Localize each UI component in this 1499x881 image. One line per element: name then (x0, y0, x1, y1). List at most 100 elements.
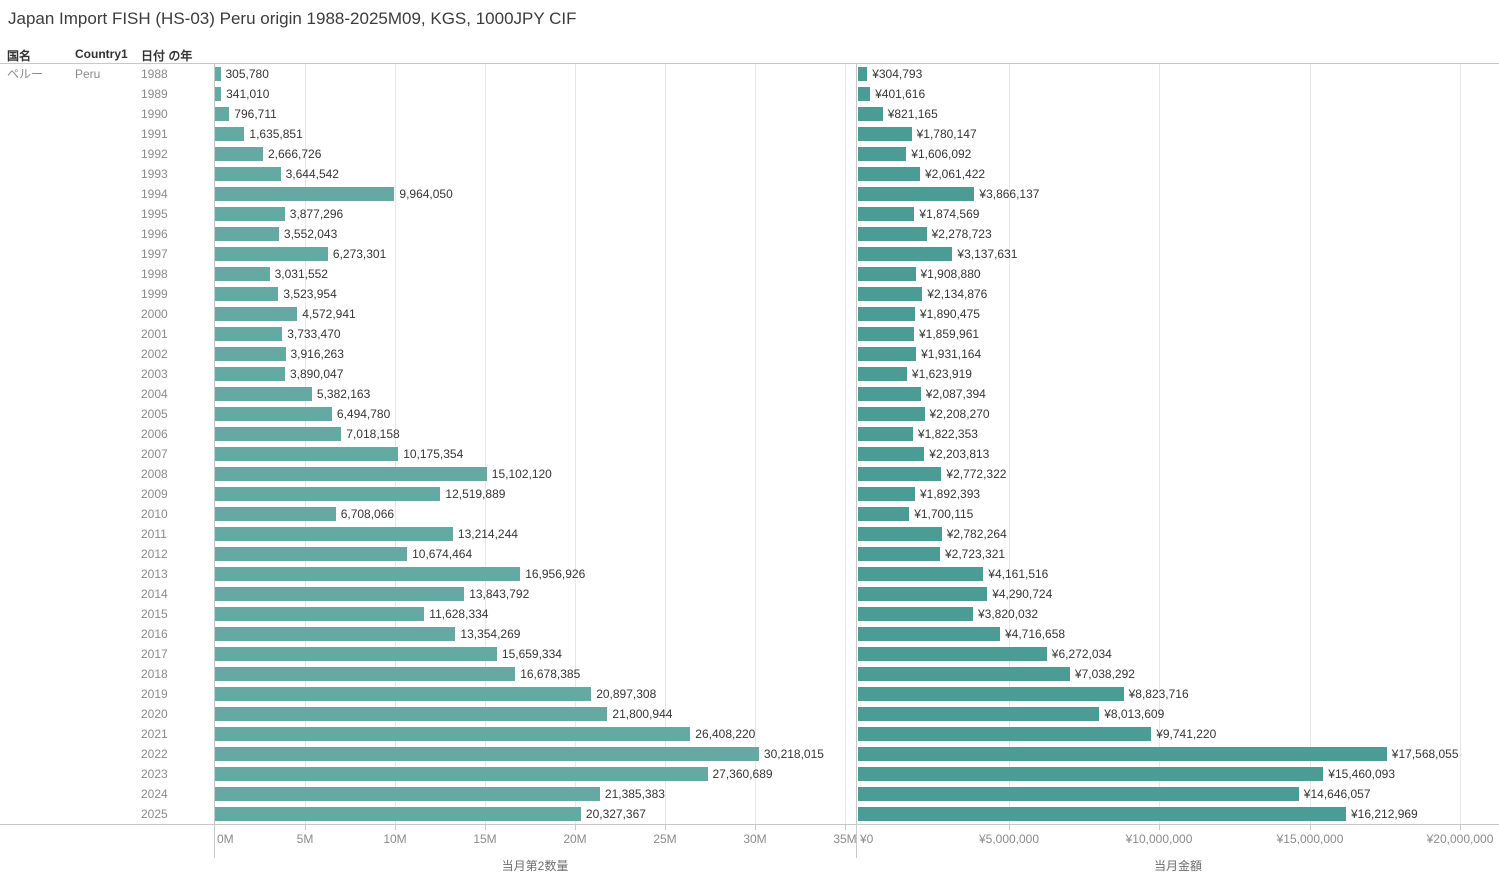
quantity-bar[interactable] (215, 307, 298, 321)
quantity-bar[interactable] (215, 407, 332, 421)
quantity-bar[interactable] (215, 187, 395, 201)
quantity-bar[interactable] (215, 487, 441, 501)
gridline (395, 64, 396, 824)
amount-bar[interactable] (858, 487, 915, 501)
quantity-bar[interactable] (215, 447, 399, 461)
quantity-bar[interactable] (215, 427, 342, 441)
quantity-bar[interactable] (215, 107, 230, 121)
amount-bar[interactable] (858, 587, 988, 601)
axis-tick-label: 30M (743, 832, 767, 846)
amount-value-label: ¥1,892,393 (920, 487, 981, 501)
amount-bar[interactable] (858, 727, 1152, 741)
year-label: 1994 (141, 187, 168, 201)
year-label: 2018 (141, 667, 168, 681)
quantity-bar[interactable] (215, 147, 263, 161)
amount-bar[interactable] (858, 227, 927, 241)
quantity-bar[interactable] (215, 507, 336, 521)
quantity-bar[interactable] (215, 547, 408, 561)
quantity-bar[interactable] (215, 287, 279, 301)
amount-bar[interactable] (858, 567, 984, 581)
quantity-value-label: 16,678,385 (520, 667, 581, 681)
amount-bar[interactable] (858, 467, 942, 481)
quantity-bar[interactable] (215, 247, 328, 261)
axis-tick-label: ¥0 (860, 832, 874, 846)
amount-bar[interactable] (858, 67, 868, 81)
amount-value-label: ¥1,822,353 (917, 427, 978, 441)
amount-bar[interactable] (858, 367, 907, 381)
amount-bar[interactable] (858, 307, 915, 321)
quantity-bar[interactable] (215, 467, 487, 481)
amount-bar[interactable] (858, 707, 1100, 721)
amount-bar[interactable] (858, 447, 925, 461)
quantity-bar[interactable] (215, 67, 221, 81)
amount-bar[interactable] (858, 207, 915, 221)
year-label: 2010 (141, 507, 168, 521)
amount-bar[interactable] (858, 407, 925, 421)
gridline (1310, 64, 1311, 824)
amount-bar[interactable] (858, 387, 921, 401)
quantity-bar[interactable] (215, 387, 312, 401)
amount-bar[interactable] (858, 607, 973, 621)
quantity-bar[interactable] (215, 787, 600, 801)
quantity-bar[interactable] (215, 367, 285, 381)
amount-bar[interactable] (858, 507, 910, 521)
axis-tick (665, 825, 666, 830)
gridline (1460, 64, 1461, 824)
amount-bar[interactable] (858, 667, 1070, 681)
quantity-bar[interactable] (215, 747, 759, 761)
amount-bar[interactable] (858, 787, 1299, 801)
amount-bar[interactable] (858, 427, 913, 441)
quantity-bar[interactable] (215, 587, 465, 601)
quantity-bar[interactable] (215, 227, 279, 241)
amount-bar[interactable] (858, 327, 914, 341)
amount-bar[interactable] (858, 547, 940, 561)
quantity-bar[interactable] (215, 607, 425, 621)
quantity-bar[interactable] (215, 687, 592, 701)
quantity-bar[interactable] (215, 207, 285, 221)
amount-bar[interactable] (858, 527, 942, 541)
amount-bar[interactable] (858, 247, 953, 261)
amount-bar[interactable] (858, 147, 907, 161)
amount-bar[interactable] (858, 287, 923, 301)
quantity-bar[interactable] (215, 527, 453, 541)
axis-tick (305, 825, 306, 830)
amount-bar[interactable] (858, 647, 1047, 661)
quantity-bar[interactable] (215, 567, 521, 581)
amount-bar[interactable] (858, 107, 883, 121)
year-label: 2019 (141, 687, 168, 701)
year-label: 2024 (141, 787, 168, 801)
amount-bar[interactable] (858, 747, 1387, 761)
amount-bar[interactable] (858, 807, 1346, 821)
quantity-bar[interactable] (215, 327, 283, 341)
amount-value-label: ¥1,859,961 (919, 327, 980, 341)
amount-bar[interactable] (858, 87, 871, 101)
amount-bar[interactable] (858, 127, 912, 141)
quantity-bar[interactable] (215, 647, 497, 661)
amount-value-label: ¥3,137,631 (957, 247, 1018, 261)
quantity-bar[interactable] (215, 727, 691, 741)
quantity-bar[interactable] (215, 807, 581, 821)
quantity-value-label: 1,635,851 (249, 127, 303, 141)
quantity-bar[interactable] (215, 627, 456, 641)
amount-bar[interactable] (858, 167, 920, 181)
amount-bar[interactable] (858, 347, 917, 361)
amount-bar[interactable] (858, 687, 1124, 701)
quantity-bar[interactable] (215, 167, 281, 181)
quantity-bar[interactable] (215, 667, 516, 681)
amount-bar[interactable] (858, 767, 1324, 781)
amount-value-label: ¥6,272,034 (1051, 647, 1112, 661)
amount-bar[interactable] (858, 187, 975, 201)
amount-bar[interactable] (858, 267, 916, 281)
quantity-bar[interactable] (215, 87, 222, 101)
amount-bar[interactable] (858, 627, 1000, 641)
axis-tick-label: 35M (833, 832, 857, 846)
amount-value-label: ¥7,038,292 (1074, 667, 1135, 681)
quantity-bar[interactable] (215, 347, 286, 361)
quantity-bar[interactable] (215, 707, 608, 721)
quantity-value-label: 5,382,163 (316, 387, 371, 401)
quantity-bar[interactable] (215, 127, 245, 141)
amount-value-label: ¥2,203,813 (929, 447, 990, 461)
column-header-country-jp: 国名 (7, 49, 32, 63)
quantity-bar[interactable] (215, 767, 708, 781)
quantity-bar[interactable] (215, 267, 270, 281)
